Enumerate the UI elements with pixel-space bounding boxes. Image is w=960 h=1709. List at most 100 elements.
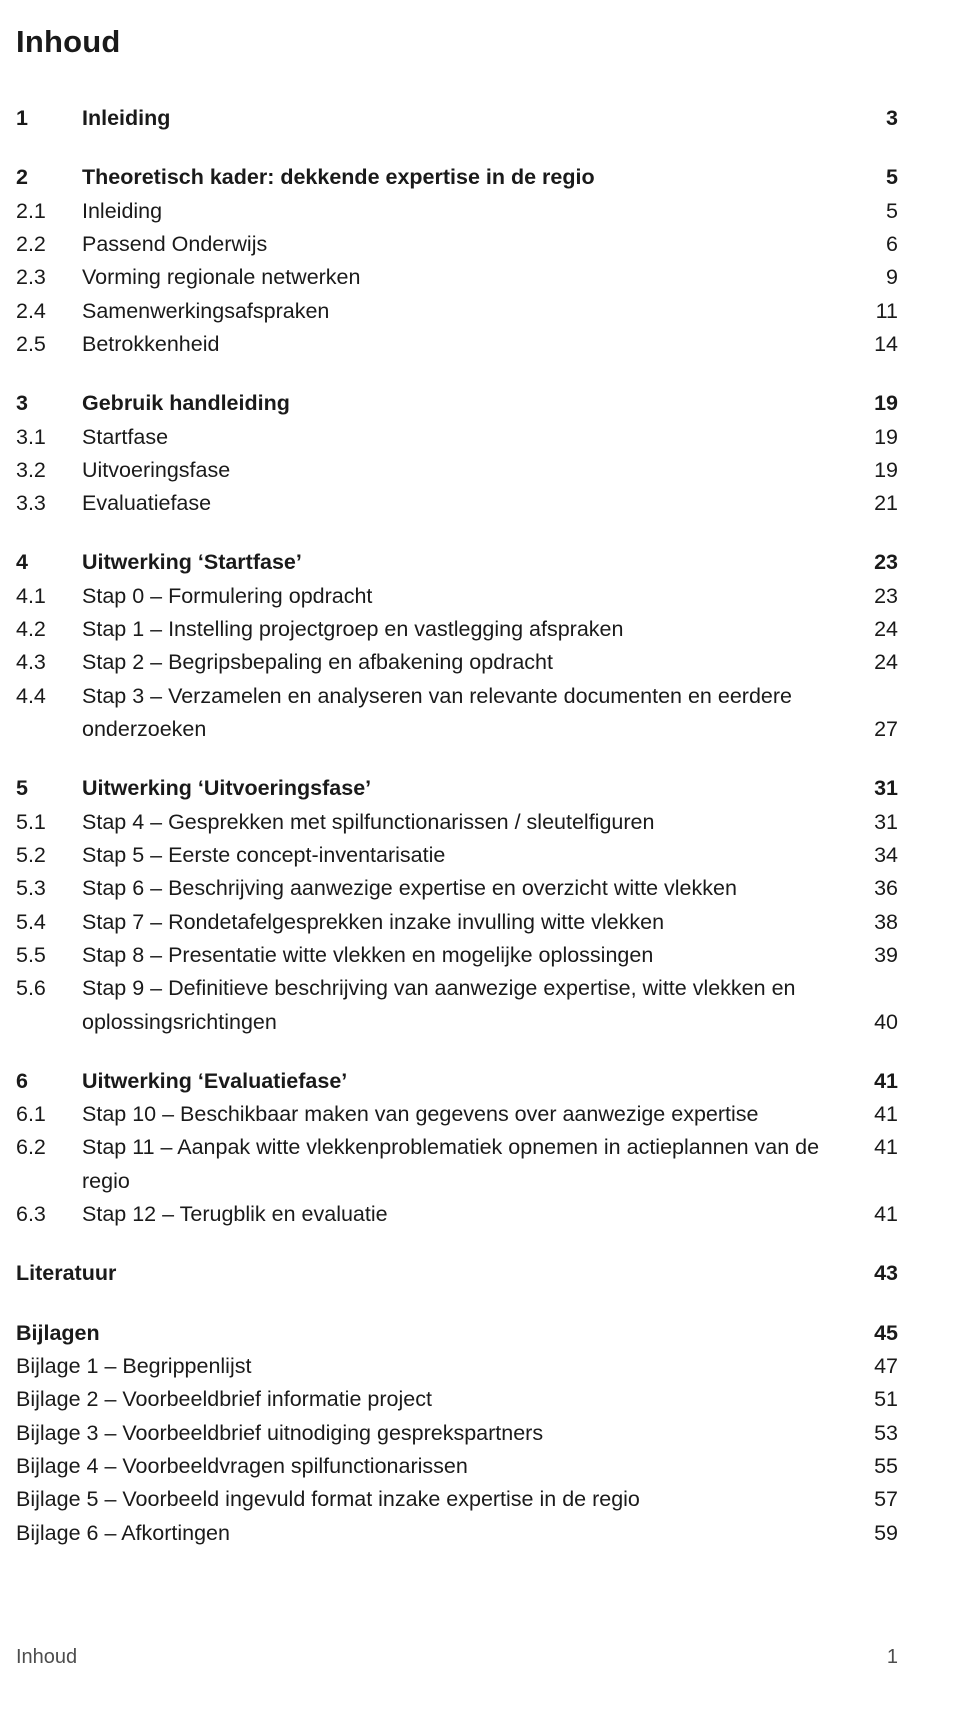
toc-entry-text: Stap 0 – Formulering opdracht: [82, 580, 864, 613]
toc-entry-number: 1: [16, 102, 82, 135]
toc-entry-text: Stap 7 – Rondetafelgesprekken inzake inv…: [82, 906, 864, 939]
toc-entry-text: Stap 6 – Beschrijving aanwezige expertis…: [82, 872, 864, 905]
toc-row: 2.1Inleiding5: [16, 195, 898, 228]
toc-row: 5.3Stap 6 – Beschrijving aanwezige exper…: [16, 872, 898, 905]
toc-row: Bijlage 1 – Begrippenlijst47: [16, 1350, 898, 1383]
toc-row: Bijlagen45: [16, 1317, 898, 1350]
toc-row: Bijlage 2 – Voorbeeldbrief informatie pr…: [16, 1383, 898, 1416]
toc-entry-number: 3.3: [16, 487, 82, 520]
toc-row: 6.2Stap 11 – Aanpak witte vlekkenproblem…: [16, 1131, 898, 1198]
toc-row: 4.4Stap 3 – Verzamelen en analyseren van…: [16, 680, 898, 713]
toc-row: onderzoeken27: [16, 713, 898, 746]
toc-entry-text: Stap 2 – Begripsbepaling en afbakening o…: [82, 646, 864, 679]
toc-entry-text: Passend Onderwijs: [82, 228, 864, 261]
toc-row: Bijlage 6 – Afkortingen59: [16, 1517, 898, 1550]
toc-entry-page: 39: [864, 939, 898, 972]
page-title: Inhoud: [16, 24, 898, 60]
toc-row: 4.2Stap 1 – Instelling projectgroep en v…: [16, 613, 898, 646]
toc-row: 4Uitwerking ‘Startfase’23: [16, 546, 898, 579]
toc-entry-number: 2.1: [16, 195, 82, 228]
toc-entry-number: 5.6: [16, 972, 82, 1005]
toc-row: 3.2Uitvoeringsfase19: [16, 454, 898, 487]
toc-entry-text: Stap 11 – Aanpak witte vlekkenproblemati…: [82, 1131, 864, 1198]
toc-entry-page: 43: [864, 1257, 898, 1290]
toc-entry-page: 55: [864, 1450, 898, 1483]
toc-entry-text: Bijlage 1 – Begrippenlijst: [16, 1350, 864, 1383]
toc-entry-number: 4.2: [16, 613, 82, 646]
toc-entry-page: 19: [864, 421, 898, 454]
toc-entry-text: Stap 3 – Verzamelen en analyseren van re…: [82, 680, 864, 713]
toc-entry-page: 24: [864, 613, 898, 646]
toc-entry-number: 4.1: [16, 580, 82, 613]
toc-row: 3Gebruik handleiding19: [16, 387, 898, 420]
toc-entry-text: oplossingsrichtingen: [82, 1006, 864, 1039]
toc-entry-page: 5: [864, 161, 898, 194]
toc-entry-number: 4: [16, 546, 82, 579]
toc-entry-page: 21: [864, 487, 898, 520]
toc-row: 6Uitwerking ‘Evaluatiefase’41: [16, 1065, 898, 1098]
footer-label: Inhoud: [16, 1646, 77, 1669]
toc-row: Bijlage 4 – Voorbeeldvragen spilfunction…: [16, 1450, 898, 1483]
toc-entry-page: 31: [864, 772, 898, 805]
toc-entry-page: 23: [864, 580, 898, 613]
toc-row: Bijlage 3 – Voorbeeldbrief uitnodiging g…: [16, 1417, 898, 1450]
toc-entry-page: 57: [864, 1483, 898, 1516]
toc-entry-text: Uitwerking ‘Startfase’: [82, 546, 864, 579]
toc-row: 4.3Stap 2 – Begripsbepaling en afbakenin…: [16, 646, 898, 679]
toc-row: 5.5Stap 8 – Presentatie witte vlekken en…: [16, 939, 898, 972]
toc-entry-text: Bijlage 4 – Voorbeeldvragen spilfunction…: [16, 1450, 864, 1483]
toc-entry-number: 2.2: [16, 228, 82, 261]
toc-entry-text: onderzoeken: [82, 713, 864, 746]
toc-entry-number: 5.2: [16, 839, 82, 872]
toc-entry-page: 19: [864, 387, 898, 420]
toc-entry-page: 5: [864, 195, 898, 228]
toc-entry-page: 41: [864, 1131, 898, 1164]
toc-entry-text: Vorming regionale netwerken: [82, 261, 864, 294]
toc-row: 3.3Evaluatiefase21: [16, 487, 898, 520]
toc-row: 2Theoretisch kader: dekkende expertise i…: [16, 161, 898, 194]
toc-entry-text: Literatuur: [16, 1257, 864, 1290]
toc-entry-page: 9: [864, 261, 898, 294]
toc-row: 5Uitwerking ‘Uitvoeringsfase’31: [16, 772, 898, 805]
toc-entry-text: Stap 10 – Beschikbaar maken van gegevens…: [82, 1098, 864, 1131]
toc-entry-number: 6.3: [16, 1198, 82, 1231]
toc-entry-page: 53: [864, 1417, 898, 1450]
toc-entry-text: Stap 9 – Definitieve beschrijving van aa…: [82, 972, 864, 1005]
toc-entry-text: Bijlage 5 – Voorbeeld ingevuld format in…: [16, 1483, 864, 1516]
toc-entry-number: 3.1: [16, 421, 82, 454]
toc-entry-text: Uitwerking ‘Uitvoeringsfase’: [82, 772, 864, 805]
toc-entry-text: Bijlage 3 – Voorbeeldbrief uitnodiging g…: [16, 1417, 864, 1450]
toc-row: Bijlage 5 – Voorbeeld ingevuld format in…: [16, 1483, 898, 1516]
toc-entry-page: 41: [864, 1065, 898, 1098]
footer-page-number: 1: [887, 1646, 898, 1669]
toc-entry-number: 5.5: [16, 939, 82, 972]
toc-entry-number: 5.1: [16, 806, 82, 839]
toc-entry-page: 6: [864, 228, 898, 261]
toc-entry-text: Inleiding: [82, 195, 864, 228]
toc-row: 6.1Stap 10 – Beschikbaar maken van gegev…: [16, 1098, 898, 1131]
toc-entry-page: 14: [864, 328, 898, 361]
toc-entry-text: Theoretisch kader: dekkende expertise in…: [82, 161, 864, 194]
toc-entry-number: 5: [16, 772, 82, 805]
toc-entry-number: 3.2: [16, 454, 82, 487]
toc-row: oplossingsrichtingen40: [16, 1006, 898, 1039]
toc-entry-text: Uitvoeringsfase: [82, 454, 864, 487]
toc-entry-page: 19: [864, 454, 898, 487]
toc-entry-number: 2.3: [16, 261, 82, 294]
toc-entry-page: 59: [864, 1517, 898, 1550]
toc-entry-page: 47: [864, 1350, 898, 1383]
toc-entry-text: Startfase: [82, 421, 864, 454]
toc-row: 5.1Stap 4 – Gesprekken met spilfunctiona…: [16, 806, 898, 839]
toc-entry-number: 2: [16, 161, 82, 194]
toc-entry-text: Stap 5 – Eerste concept-inventarisatie: [82, 839, 864, 872]
toc-entry-number: 4.4: [16, 680, 82, 713]
toc-entry-number: 2.4: [16, 295, 82, 328]
toc-entry-page: 31: [864, 806, 898, 839]
toc-row: 2.3Vorming regionale netwerken9: [16, 261, 898, 294]
toc-row: Literatuur43: [16, 1257, 898, 1290]
toc-entry-text: Stap 4 – Gesprekken met spilfunctionaris…: [82, 806, 864, 839]
toc-entry-number: 4.3: [16, 646, 82, 679]
toc-entry-number: 6: [16, 1065, 82, 1098]
toc-entry-text: Stap 12 – Terugblik en evaluatie: [82, 1198, 864, 1231]
toc-entry-number: 5.3: [16, 872, 82, 905]
